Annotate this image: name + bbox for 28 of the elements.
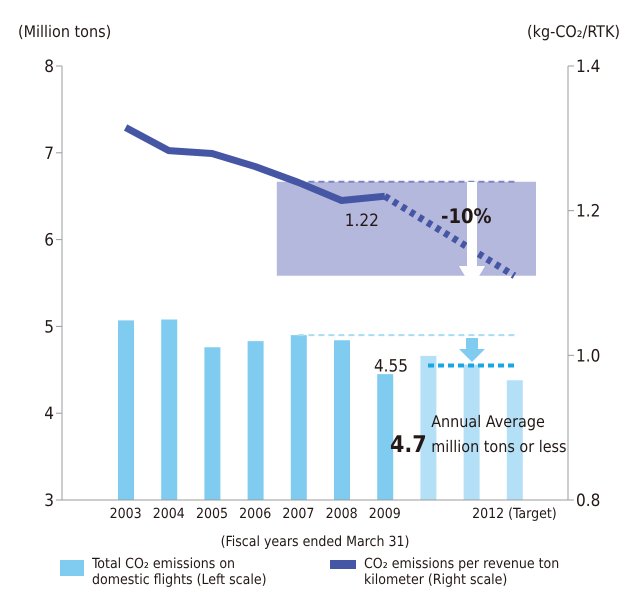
ref-line-label: 4.55 [374, 356, 408, 376]
band-label: -10% [441, 204, 492, 228]
x-axis-title: (Fiscal years ended March 31) [220, 534, 410, 550]
x-tick-label: 2007 [282, 506, 314, 522]
y-tick-label: 7 [44, 144, 54, 164]
annotation: Annual Average [430, 412, 546, 431]
y-tick-label: 8 [44, 57, 54, 78]
y2-tick-label: 0.8 [576, 491, 600, 512]
x-tick-label: 2008 [326, 506, 358, 522]
annotation: 4.7 million tons or less [390, 432, 567, 458]
legend-label: Total CO₂ emissions on domestic flights (Left scale) [92, 556, 268, 588]
legend-label: CO₂ emissions per revenue ton kilometer (Right scale) [364, 556, 560, 588]
y2-tick-label: 1.0 [576, 346, 600, 366]
y2-axis-title: (kg-CO₂/RTK) [527, 22, 620, 41]
y2-tick-label: 1.2 [576, 202, 600, 222]
x-tick-label: 2012 (Target) [472, 506, 557, 522]
x-tick-label: 2003 [110, 506, 142, 522]
x-tick-label: 2004 [152, 506, 185, 522]
x-tick-label: 2006 [239, 506, 272, 522]
y-tick-label: 5 [44, 317, 54, 338]
data-label: 1.22 [344, 211, 379, 232]
y-tick-label: 4 [44, 404, 54, 424]
x-tick-label: 2005 [196, 506, 228, 522]
y2-tick-label: 1.4 [576, 57, 600, 78]
y-tick-label: 6 [44, 230, 54, 251]
y-tick-label: 3 [44, 491, 54, 512]
x-tick-label: 2009 [368, 506, 401, 522]
y-axis-title: (Million tons) [18, 22, 112, 41]
